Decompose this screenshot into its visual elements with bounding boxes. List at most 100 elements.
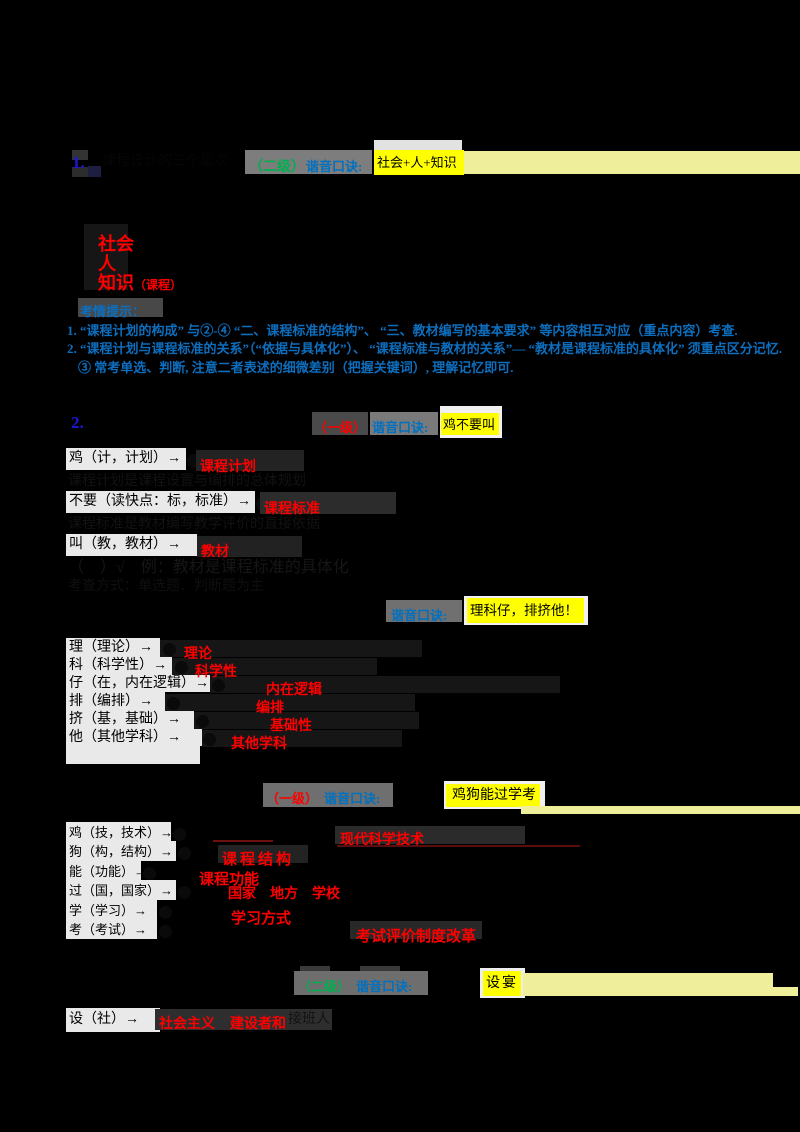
section3-level-highlight	[263, 783, 393, 807]
list-c-row-3-answer: 课程功能	[199, 872, 260, 888]
section3-level-label: （一级）	[266, 791, 319, 806]
list-b-row-6-label: 他（其他学科）→	[69, 730, 181, 745]
list-c-row-1-label: 鸡（技，技术）→	[69, 825, 174, 840]
artifact-block	[194, 712, 419, 729]
section2-level-highlight	[312, 412, 368, 435]
row-highlight	[66, 448, 186, 470]
answer-part: 学校	[312, 887, 340, 902]
list-a-row-3-label: 叫（教，教材）→	[69, 537, 181, 552]
artifact-block	[172, 658, 377, 675]
row-highlight	[66, 656, 172, 674]
artifact-block	[350, 921, 482, 939]
tree-item-3-main: 知识	[98, 273, 134, 293]
row-highlight	[66, 674, 210, 692]
section4-trailing-highlight	[523, 973, 773, 996]
list-b-row-4-answer: 编排	[256, 701, 284, 716]
list-c-row-5-label: 学（学习）→	[69, 903, 148, 918]
answer-part: 国家	[228, 887, 256, 902]
notes-line-2: 2. “课程计划与课程标准的关系”（“依据与具体化”）、 “课程标准与教材的关系…	[67, 341, 783, 356]
artifact-block	[218, 845, 308, 863]
section4-trailing-highlight-2	[755, 987, 798, 996]
artifact-block	[202, 730, 402, 747]
circled-number	[212, 679, 225, 692]
artifact-block	[196, 450, 304, 471]
circled-number	[167, 697, 180, 710]
section1-level-highlight	[245, 150, 372, 174]
section2-mnemonic-highlight	[441, 413, 499, 435]
list-c-row-6-label: 考（考试）→	[69, 922, 148, 937]
ghost-line: 考查方式：单选题、判断题为主	[68, 579, 264, 594]
tree-item-1: 社会	[98, 234, 134, 254]
list-a-row-2-answer: 课程标准	[264, 502, 320, 517]
list-d-answer-1: 社会主义	[159, 1017, 215, 1032]
list-c-row-1-answer: 现代科学技术	[340, 833, 424, 848]
section2-number: 2.	[71, 413, 84, 432]
section3-trailing-highlight	[521, 806, 800, 814]
list-b-row-1-label: 理（理论）→	[69, 640, 153, 655]
circled-number	[178, 886, 191, 899]
list-b-row-2-answer: 科学性	[195, 665, 237, 680]
ghost-line: 课程计划是课程设置与编排的总体规划	[68, 474, 306, 489]
tree-item-3-note: （课程）	[134, 278, 183, 292]
list-d-ghost: 接班人	[288, 1012, 330, 1027]
circled-number	[175, 661, 188, 674]
row-highlight	[66, 638, 160, 656]
circled-number	[163, 643, 176, 656]
section2b-mnemonic: 理科仔，排挤他！	[470, 603, 578, 618]
row-highlight	[66, 822, 171, 841]
section2-mnemonic-label-highlight	[370, 412, 438, 435]
list-a-row-1-answer: 课程计划	[200, 460, 256, 475]
row-highlight	[66, 710, 194, 728]
list-b-row-1-answer: 理论	[184, 647, 212, 662]
list-b-row-5-answer: 基础性	[270, 719, 312, 734]
artifact-block	[210, 676, 560, 693]
section1-trailing-highlight	[464, 151, 800, 174]
list-c-row-5-answer: 学习方式	[231, 911, 292, 927]
section4-level-highlight	[294, 971, 428, 995]
section2b-mnemonic-highlight	[467, 598, 584, 623]
notes-line-1: 1. “课程计划的构成” 与②-④ “二、课程标准的结构”、 “三、教材编写的基…	[67, 323, 738, 338]
artifact-block	[335, 826, 525, 844]
notes-label-highlight	[78, 298, 163, 317]
section4-level-label: （二级）	[298, 979, 351, 994]
artifact-block	[84, 224, 128, 290]
row-highlight	[66, 900, 157, 919]
section1-mnemonic-label: 谐音口诀:	[306, 159, 363, 174]
tree-item-3: 知识（课程）	[98, 269, 182, 295]
row-highlight	[66, 880, 176, 900]
list-c-row-4-answer: 国家、地方、学校	[228, 888, 340, 902]
artifact-block	[260, 492, 396, 514]
artifact-block	[88, 166, 101, 177]
artifact-underline	[213, 840, 273, 842]
notes-label: 考情提示：	[80, 304, 146, 319]
artifact-block	[165, 694, 415, 711]
section1-mnemonic: 社会+人+知识	[377, 155, 457, 170]
section4-mnemonic: 设宴	[486, 976, 518, 991]
answer-part: 地方	[270, 887, 298, 902]
section1-level-label: （二级）	[249, 160, 305, 175]
section2-mnemonic: 鸡不要叫	[443, 417, 496, 432]
list-c-row-6-answer: 考试评价制度改革	[356, 929, 477, 945]
section3-mnemonic-highlight	[446, 784, 540, 807]
section3-mnemonic-label: 谐音口诀:	[324, 791, 381, 806]
ghost-line: 课程标准是教材编写教学评价的直接依据	[68, 517, 320, 532]
list-b-row-2-label: 科（科学性）→	[69, 658, 167, 673]
circled-number	[159, 906, 172, 919]
section4-mnemonic-highlight	[483, 971, 521, 996]
list-b-row-6-answer: 其他学科	[231, 737, 287, 752]
list-b-row-5-label: 挤（基，基础）→	[69, 712, 181, 727]
row-highlight	[66, 1008, 160, 1032]
answer-part-separator: 、	[256, 887, 270, 902]
row-highlight	[66, 746, 200, 764]
list-b-row-4-label: 排（编排）→	[69, 694, 153, 709]
circled-number	[203, 733, 216, 746]
list-c-row-3-label: 能（功能）→	[69, 864, 148, 879]
artifact-strip	[374, 140, 462, 151]
list-b-row-3-answer: 内在逻辑	[266, 683, 322, 698]
section4-mnemonic-label: 谐音口诀:	[356, 979, 413, 994]
artifact-block	[197, 536, 302, 557]
circled-number	[143, 867, 156, 880]
section1-title-ghost: 课程设计的三个层次	[102, 154, 228, 169]
row-highlight	[66, 692, 165, 710]
row-highlight	[66, 728, 202, 746]
